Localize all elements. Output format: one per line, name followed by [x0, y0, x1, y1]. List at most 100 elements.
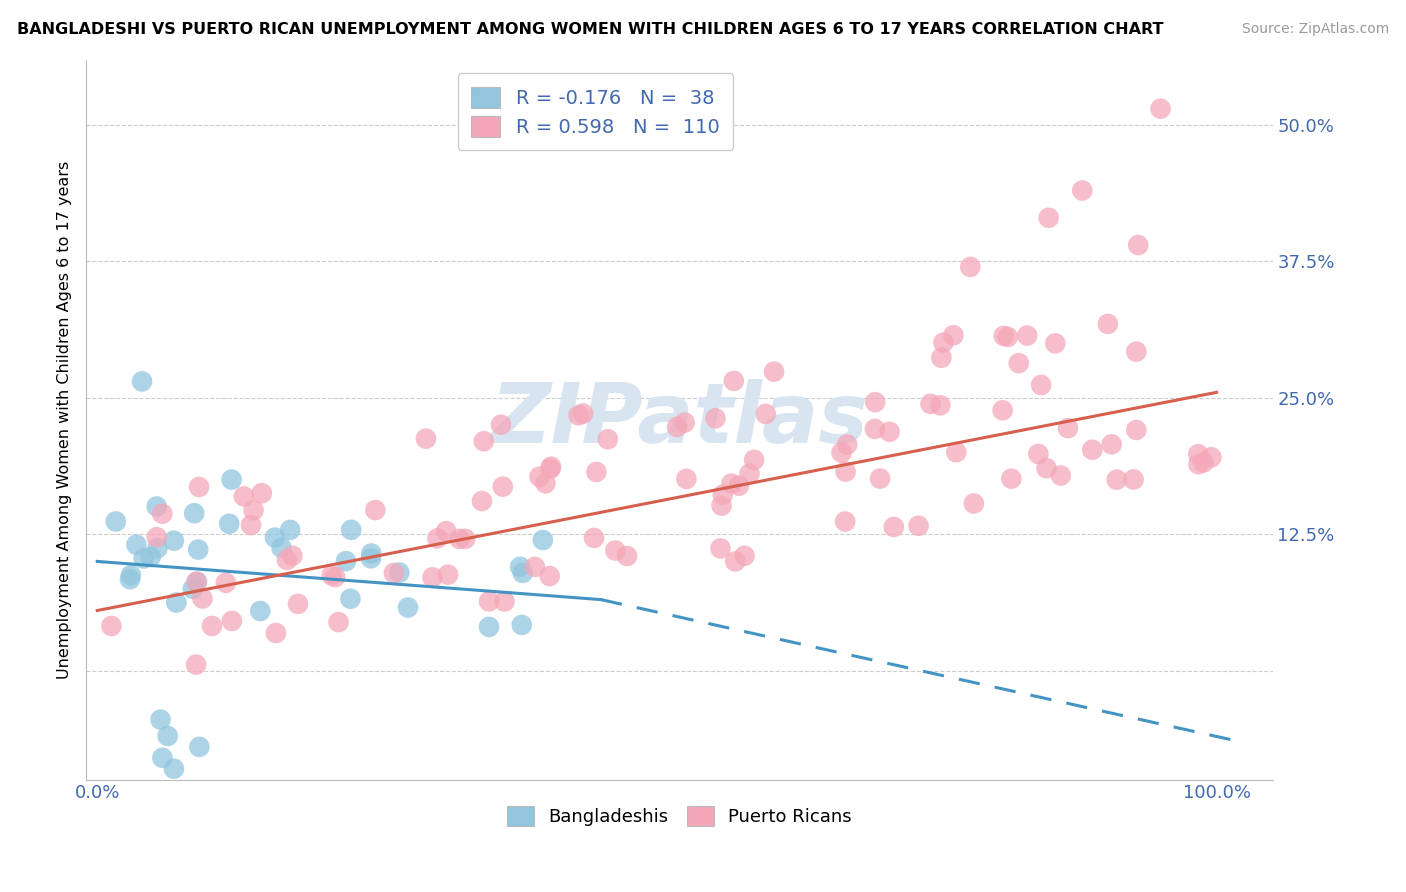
Point	[834, 515, 856, 529]
Point	[321, 568, 343, 582]
Text: BANGLADESHI VS PUERTO RICAN UNEMPLOYMENT AMONG WOMEN WITH CHILDREN AGES 6 TO 17 : BANGLADESHI VS PUERTO RICAN UNEMPLOYMENT…	[17, 22, 1163, 37]
Legend: Bangladeshis, Puerto Ricans: Bangladeshis, Puerto Ricans	[498, 797, 860, 836]
Point	[1045, 336, 1067, 351]
Point	[188, 739, 211, 754]
Point	[709, 541, 731, 556]
Point	[264, 531, 287, 545]
Point	[963, 496, 986, 510]
Text: Source: ZipAtlas.com: Source: ZipAtlas.com	[1241, 22, 1389, 37]
Point	[163, 533, 186, 548]
Point	[264, 626, 287, 640]
Point	[240, 518, 263, 533]
Point	[364, 503, 387, 517]
Point	[997, 330, 1019, 344]
Point	[201, 619, 224, 633]
Point	[183, 506, 205, 520]
Point	[494, 594, 516, 608]
Point	[755, 407, 778, 421]
Point	[1149, 102, 1171, 116]
Point	[156, 729, 179, 743]
Point	[1017, 328, 1039, 343]
Point	[215, 575, 238, 590]
Point	[335, 554, 357, 568]
Point	[1187, 457, 1209, 471]
Point	[596, 432, 619, 446]
Point	[249, 604, 271, 618]
Point	[585, 465, 607, 479]
Point	[422, 570, 444, 584]
Point	[104, 515, 127, 529]
Point	[120, 568, 142, 582]
Point	[150, 507, 173, 521]
Point	[328, 615, 350, 629]
Point	[388, 566, 411, 580]
Point	[492, 480, 515, 494]
Point	[959, 260, 981, 274]
Point	[666, 420, 689, 434]
Point	[724, 554, 747, 568]
Point	[1000, 472, 1022, 486]
Point	[188, 480, 211, 494]
Point	[221, 614, 243, 628]
Point	[942, 328, 965, 343]
Point	[1081, 442, 1104, 457]
Point	[605, 543, 627, 558]
Text: ZIPatlas: ZIPatlas	[491, 379, 869, 460]
Point	[1097, 317, 1119, 331]
Point	[1008, 356, 1031, 370]
Point	[863, 422, 886, 436]
Point	[339, 591, 361, 606]
Point	[920, 397, 942, 411]
Point	[1101, 437, 1123, 451]
Point	[191, 591, 214, 606]
Point	[1105, 473, 1128, 487]
Point	[415, 432, 437, 446]
Point	[100, 619, 122, 633]
Point	[568, 409, 591, 423]
Point	[1049, 468, 1071, 483]
Point	[742, 453, 765, 467]
Point	[932, 335, 955, 350]
Point	[187, 542, 209, 557]
Point	[675, 472, 697, 486]
Point	[529, 469, 551, 483]
Point	[673, 416, 696, 430]
Point	[509, 559, 531, 574]
Point	[152, 751, 174, 765]
Point	[340, 523, 363, 537]
Point	[186, 574, 208, 589]
Point	[834, 465, 856, 479]
Point	[1201, 450, 1223, 465]
Point	[728, 478, 751, 492]
Point	[163, 762, 186, 776]
Point	[471, 494, 494, 508]
Point	[139, 549, 162, 564]
Point	[1029, 378, 1052, 392]
Point	[323, 570, 346, 584]
Point	[382, 566, 405, 580]
Point	[287, 597, 309, 611]
Point	[242, 503, 264, 517]
Point	[449, 532, 471, 546]
Point	[1122, 472, 1144, 486]
Point	[360, 551, 382, 566]
Point	[426, 532, 449, 546]
Point	[540, 462, 562, 476]
Point	[723, 374, 745, 388]
Point	[991, 403, 1014, 417]
Point	[883, 520, 905, 534]
Point	[1125, 423, 1147, 437]
Point	[1028, 447, 1050, 461]
Point	[120, 572, 142, 586]
Point	[149, 713, 172, 727]
Point	[863, 395, 886, 409]
Point	[1071, 184, 1094, 198]
Point	[734, 549, 756, 563]
Point	[534, 476, 557, 491]
Point	[711, 488, 734, 502]
Point	[270, 541, 292, 555]
Point	[396, 600, 419, 615]
Point	[281, 549, 304, 563]
Point	[125, 538, 148, 552]
Point	[145, 530, 167, 544]
